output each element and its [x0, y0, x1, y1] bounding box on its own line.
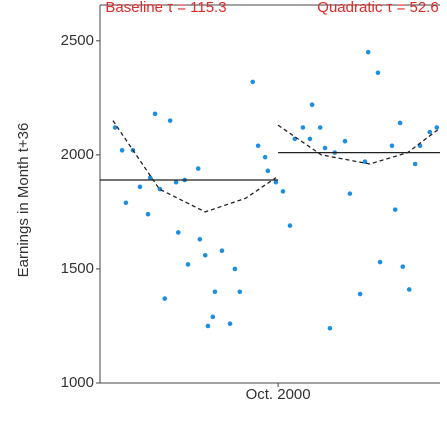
data-point	[137, 184, 143, 190]
data-point	[342, 138, 348, 144]
data-point	[262, 154, 268, 160]
quadratic-fit	[277, 124, 439, 165]
data-point	[397, 120, 403, 126]
data-point	[202, 252, 208, 258]
data-point	[389, 143, 395, 149]
data-point	[145, 211, 151, 217]
data-point	[162, 296, 168, 301]
data-point	[300, 125, 306, 130]
y-tick-label: 2500	[61, 32, 94, 49]
y-tick-label: 2000	[61, 146, 94, 163]
data-point	[377, 259, 383, 265]
data-point	[197, 236, 203, 242]
data-point	[173, 179, 179, 185]
y-axis-label: Earnings in Month t+36	[15, 123, 32, 278]
data-point	[185, 262, 191, 267]
data-point	[322, 145, 328, 151]
data-point	[357, 291, 363, 297]
data-point	[287, 223, 293, 228]
data-point	[219, 248, 225, 253]
annotation: Baseline τ = 115.3	[105, 0, 226, 16]
data-point	[365, 49, 371, 55]
data-point	[400, 264, 406, 269]
data-point	[434, 125, 440, 130]
data-point	[347, 191, 353, 196]
data-point	[112, 125, 118, 130]
data-point	[406, 287, 412, 292]
data-point	[375, 70, 381, 76]
data-point	[175, 230, 181, 235]
data-point	[412, 161, 418, 167]
quadratic-fit	[112, 120, 277, 213]
data-point	[167, 118, 173, 123]
data-point	[119, 148, 125, 153]
data-point	[227, 321, 233, 326]
data-point	[147, 175, 153, 180]
y-tick-label: 1000	[61, 374, 94, 391]
data-point	[392, 207, 398, 212]
y-tick-label: 1500	[61, 260, 94, 277]
data-point	[273, 179, 279, 185]
data-point	[317, 125, 323, 130]
data-point	[212, 289, 218, 295]
data-point	[232, 266, 238, 272]
data-point	[362, 159, 368, 165]
data-point	[205, 323, 211, 329]
data-point	[265, 168, 271, 174]
data-point	[195, 166, 201, 171]
data-point	[309, 102, 315, 107]
data-point	[307, 136, 313, 142]
annotation: Quadratic τ = 52.6	[317, 0, 438, 16]
data-point	[237, 289, 243, 295]
data-point	[152, 111, 158, 117]
data-point	[123, 200, 129, 206]
data-point	[250, 79, 256, 85]
data-point	[327, 325, 333, 331]
data-point	[427, 129, 433, 135]
x-tick-label: Oct. 2000	[246, 386, 311, 403]
data-point	[255, 143, 261, 149]
data-point	[280, 189, 286, 194]
data-point	[210, 314, 216, 320]
